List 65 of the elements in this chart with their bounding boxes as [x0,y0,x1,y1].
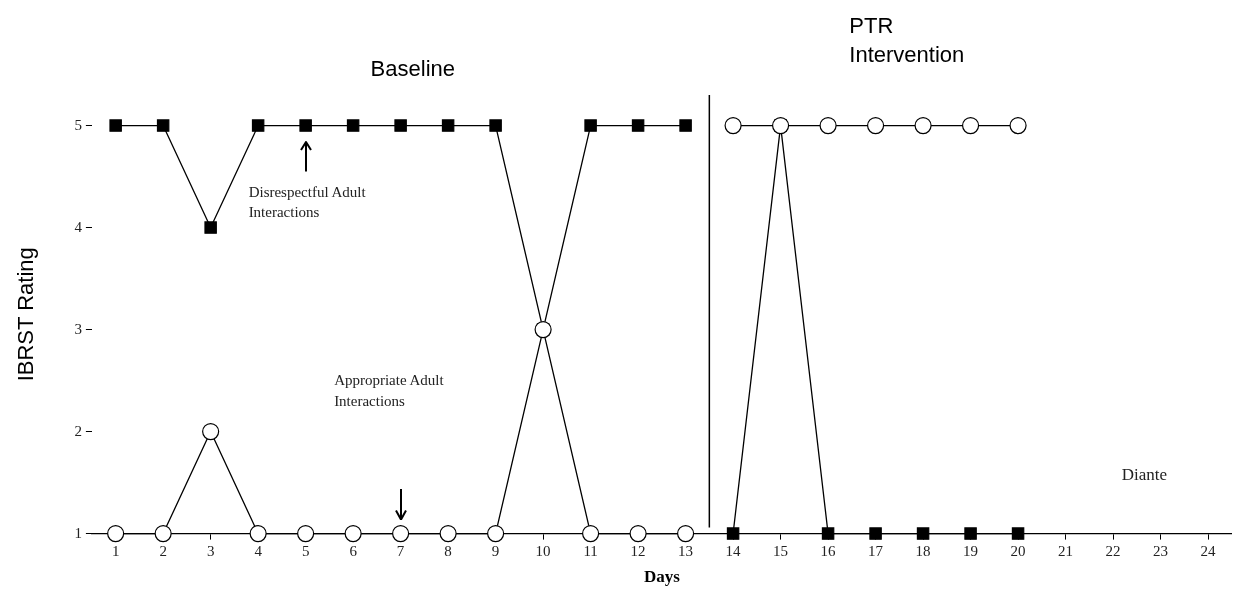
x-tick-label: 7 [396,542,405,559]
x-tick-label: 23 [1153,542,1169,559]
point [821,527,835,540]
x-tick-label: 4 [254,542,263,559]
y-tick-label: 3 [74,320,82,337]
x-tick-label: 12 [630,542,646,559]
y-tick-label: 4 [74,218,83,235]
point [346,119,360,132]
annotation: Diante [1121,463,1168,486]
text: Baseline [370,55,455,83]
y-tick-label: 1 [74,524,82,541]
x-tick-label: 13 [678,542,694,559]
x-tick-label: 2 [159,542,167,559]
x-tick-label: 17 [868,542,884,559]
point [487,525,505,543]
point [439,525,457,543]
point [631,119,645,132]
annotation: Appropriate Adult Interactions [334,371,445,411]
point [251,119,265,132]
y-tick-label: 5 [74,116,82,133]
x-tick-label: 3 [206,542,215,559]
x-tick-label: 6 [349,542,358,559]
point [249,525,267,543]
point [629,525,647,543]
x-tick-label: 24 [1200,542,1217,559]
point [726,527,740,540]
x-tick-label: 1 [111,542,120,559]
x-tick-label: 21 [1058,542,1074,559]
x-tick-label: 16 [820,542,837,559]
x-axis-title: Days [643,567,681,587]
x-tick-label: 8 [444,542,452,559]
point [582,525,600,543]
point [344,525,362,543]
point [392,525,410,543]
point [489,119,502,132]
point [679,119,692,132]
point [154,525,172,543]
point [204,221,217,234]
y-axis-title: IBRST Rating [13,247,39,382]
point [916,527,930,540]
x-tick-label: 19 [963,542,979,559]
y-tick-label: 2 [74,422,82,439]
x-tick-label: 18 [915,542,931,559]
x-tick-label: 22 [1105,542,1121,559]
text: PTR Intervention [849,12,966,69]
point [964,527,977,540]
x-tick-label: 14 [725,542,742,559]
x-tick-label: 9 [491,542,500,559]
point [869,527,882,540]
annotation: Disrespectful Adult Interactions [248,182,367,222]
point [297,525,315,543]
x-tick-label: 20 [1010,542,1026,559]
point [584,119,597,132]
x-tick-label: 15 [773,542,789,559]
x-tick-label: 10 [535,542,551,559]
point [1011,527,1025,540]
point [394,119,407,132]
point [109,119,122,132]
x-tick-label: 5 [301,542,310,559]
point [156,119,170,132]
point [202,423,220,441]
point [299,119,312,132]
point [107,525,125,543]
point [441,119,455,132]
x-tick-label: 11 [583,542,598,559]
